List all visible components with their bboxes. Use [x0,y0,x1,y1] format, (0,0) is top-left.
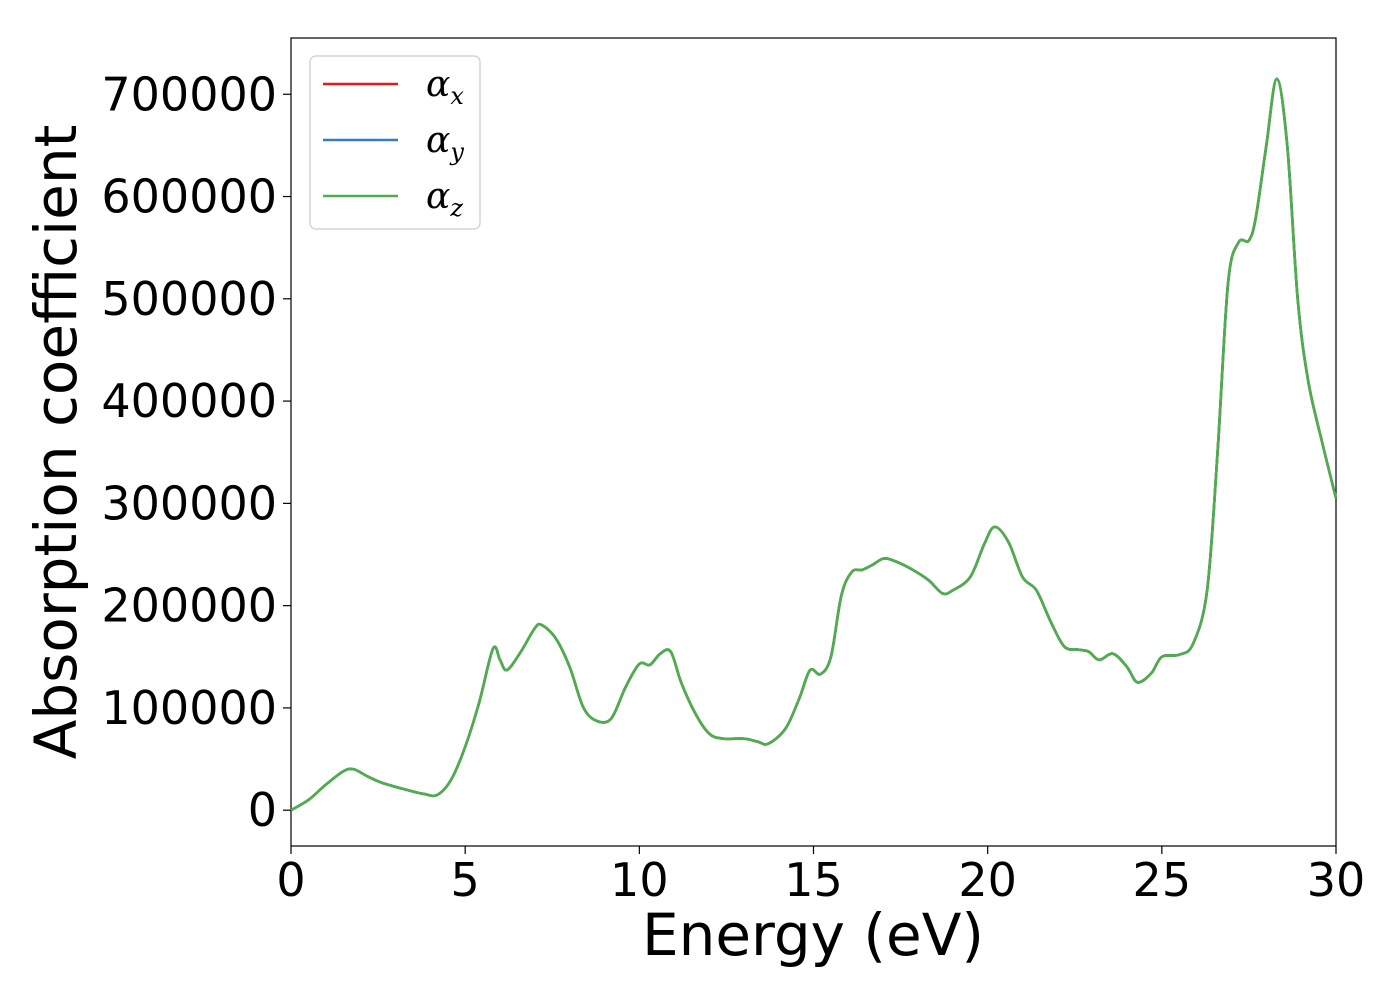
y-tick-label: 600000 [101,170,277,224]
y-tick-label: 200000 [101,579,277,633]
y-tick-label: 100000 [101,681,277,735]
legend-label-alpha-z: αz [426,176,463,222]
legend-box [309,55,481,230]
x-axis-title: Energy (eV) [642,901,984,969]
series-line-alpha-z [290,77,1338,812]
y-axis-title: Absorption coefficient [22,125,90,760]
y-tick-label: 0 [248,783,277,837]
x-tick-label: 20 [958,853,1017,907]
x-tick-label: 5 [451,853,480,907]
x-tick-label: 0 [276,853,305,907]
y-tick-label: 400000 [101,374,277,428]
series-lines [290,77,1338,812]
x-tick-label: 15 [784,853,843,907]
legend-label-alpha-x: αx [426,64,464,110]
x-tick-label: 30 [1307,853,1366,907]
y-axis-ticks: 0 100000 200000 300000 400000 500000 600000 700… [101,67,291,837]
x-tick-label: 25 [1133,853,1192,907]
y-tick-label: 700000 [101,67,277,121]
x-axis-ticks: 0 5 10 15 20 25 30 [276,846,1365,907]
y-tick-label: 300000 [101,476,277,530]
legend-label-alpha-y: αy [426,120,464,166]
legend: αx αy αz [309,55,481,230]
x-tick-label: 10 [610,853,669,907]
y-tick-label: 500000 [101,272,277,326]
